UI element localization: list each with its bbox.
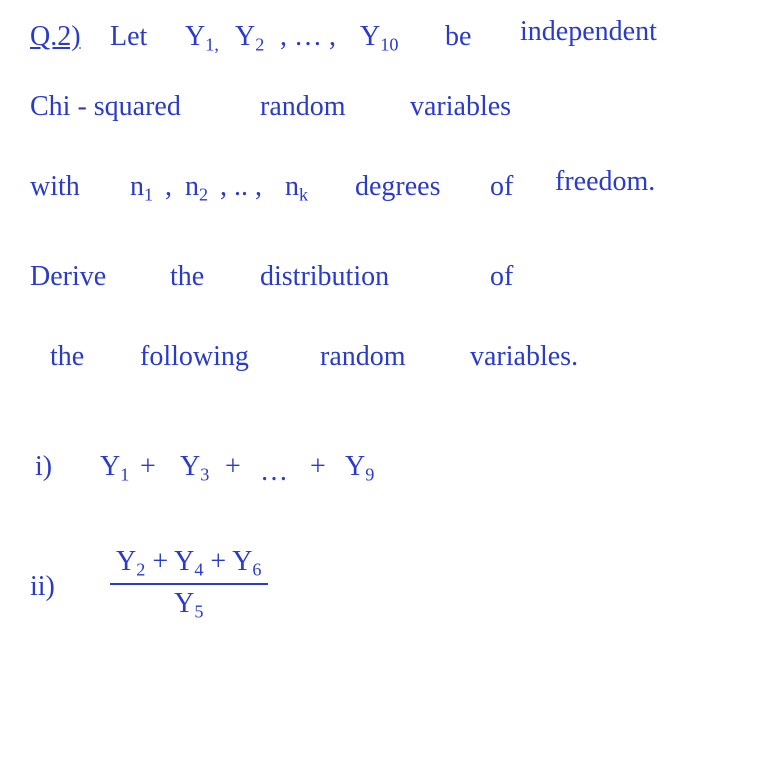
ii-plus2: + [210, 546, 226, 577]
part-i-dots: … [260, 455, 288, 489]
i-y9-sub: 9 [365, 464, 374, 484]
line2-chisq: Chi - squared [30, 90, 181, 124]
line5-the: the [50, 340, 84, 374]
y2-sub: 2 [255, 34, 264, 54]
ii-y4-sub: 4 [194, 559, 203, 579]
part-i-plus1: + [140, 450, 156, 484]
line2-random: random [260, 90, 346, 124]
line1-dots: , … , [280, 20, 336, 54]
part-i-plus2: + [225, 450, 241, 484]
fraction: Y2 + Y4 + Y6 Y5 [110, 545, 268, 624]
ii-y2-sub: 2 [136, 559, 145, 579]
i-y1-sub: 1 [120, 464, 129, 484]
part-i-plus3: + [310, 450, 326, 484]
line5-following: following [140, 340, 249, 374]
n1-var: n [130, 171, 144, 202]
n2-sub: 2 [199, 184, 208, 204]
line5-variables: variables. [470, 340, 578, 374]
ii-y4-var: Y [174, 546, 194, 577]
ii-y5-sub: 5 [194, 602, 203, 622]
part-i-y1: Y1 [100, 450, 129, 486]
line3-n2: n2 [185, 170, 208, 206]
part-i-y9: Y9 [345, 450, 374, 486]
y10-var: Y [360, 21, 380, 52]
line1-y1: Y1, [185, 20, 219, 56]
line3-n1: n1 [130, 170, 153, 206]
y10-sub: 10 [380, 34, 398, 54]
y1-var: Y [185, 21, 205, 52]
line1-be: be [445, 20, 471, 54]
i-y1-var: Y [100, 451, 120, 482]
line4-derive: Derive [30, 260, 106, 294]
handwritten-page: Q.2) Let Y1, Y2 , … , Y10 be independent… [0, 0, 761, 770]
line3-freedom: freedom. [555, 165, 655, 199]
part-ii-label: ii) [30, 570, 55, 604]
ii-y2-var: Y [116, 546, 136, 577]
ii-y6-sub: 6 [252, 559, 261, 579]
question-label: Q.2) [30, 20, 81, 54]
part-i-label: i) [35, 450, 52, 484]
part-ii-fraction: Y2 + Y4 + Y6 Y5 [110, 545, 268, 624]
line2-variables: variables [410, 90, 511, 124]
line3-degrees: degrees [355, 170, 441, 204]
line4-the: the [170, 260, 204, 294]
line1-let: Let [110, 20, 147, 54]
nk-var: n [285, 171, 299, 202]
line4-distribution: distribution [260, 260, 389, 294]
i-y3-sub: 3 [200, 464, 209, 484]
ii-y5-var: Y [174, 588, 194, 619]
part-i-y3: Y3 [180, 450, 209, 486]
line3-of: of [490, 170, 513, 204]
n2-var: n [185, 171, 199, 202]
line3-sep1: , [165, 170, 172, 204]
line3-dots: , .. , [220, 170, 262, 204]
ii-y6-var: Y [232, 546, 252, 577]
i-y9-var: Y [345, 451, 365, 482]
i-y3-var: Y [180, 451, 200, 482]
line1-independent: independent [520, 15, 657, 49]
fraction-denominator: Y5 [110, 585, 268, 623]
n1-sub: 1 [144, 184, 153, 204]
y1-sub: 1, [205, 34, 219, 54]
line5-random: random [320, 340, 406, 374]
line1-y2: Y2 [235, 20, 264, 56]
y2-var: Y [235, 21, 255, 52]
ii-plus1: + [152, 546, 168, 577]
nk-sub: k [299, 184, 308, 204]
line4-of: of [490, 260, 513, 294]
line3-with: with [30, 170, 80, 204]
line3-nk: nk [285, 170, 308, 206]
fraction-numerator: Y2 + Y4 + Y6 [110, 545, 268, 585]
line1-y10: Y10 [360, 20, 398, 56]
